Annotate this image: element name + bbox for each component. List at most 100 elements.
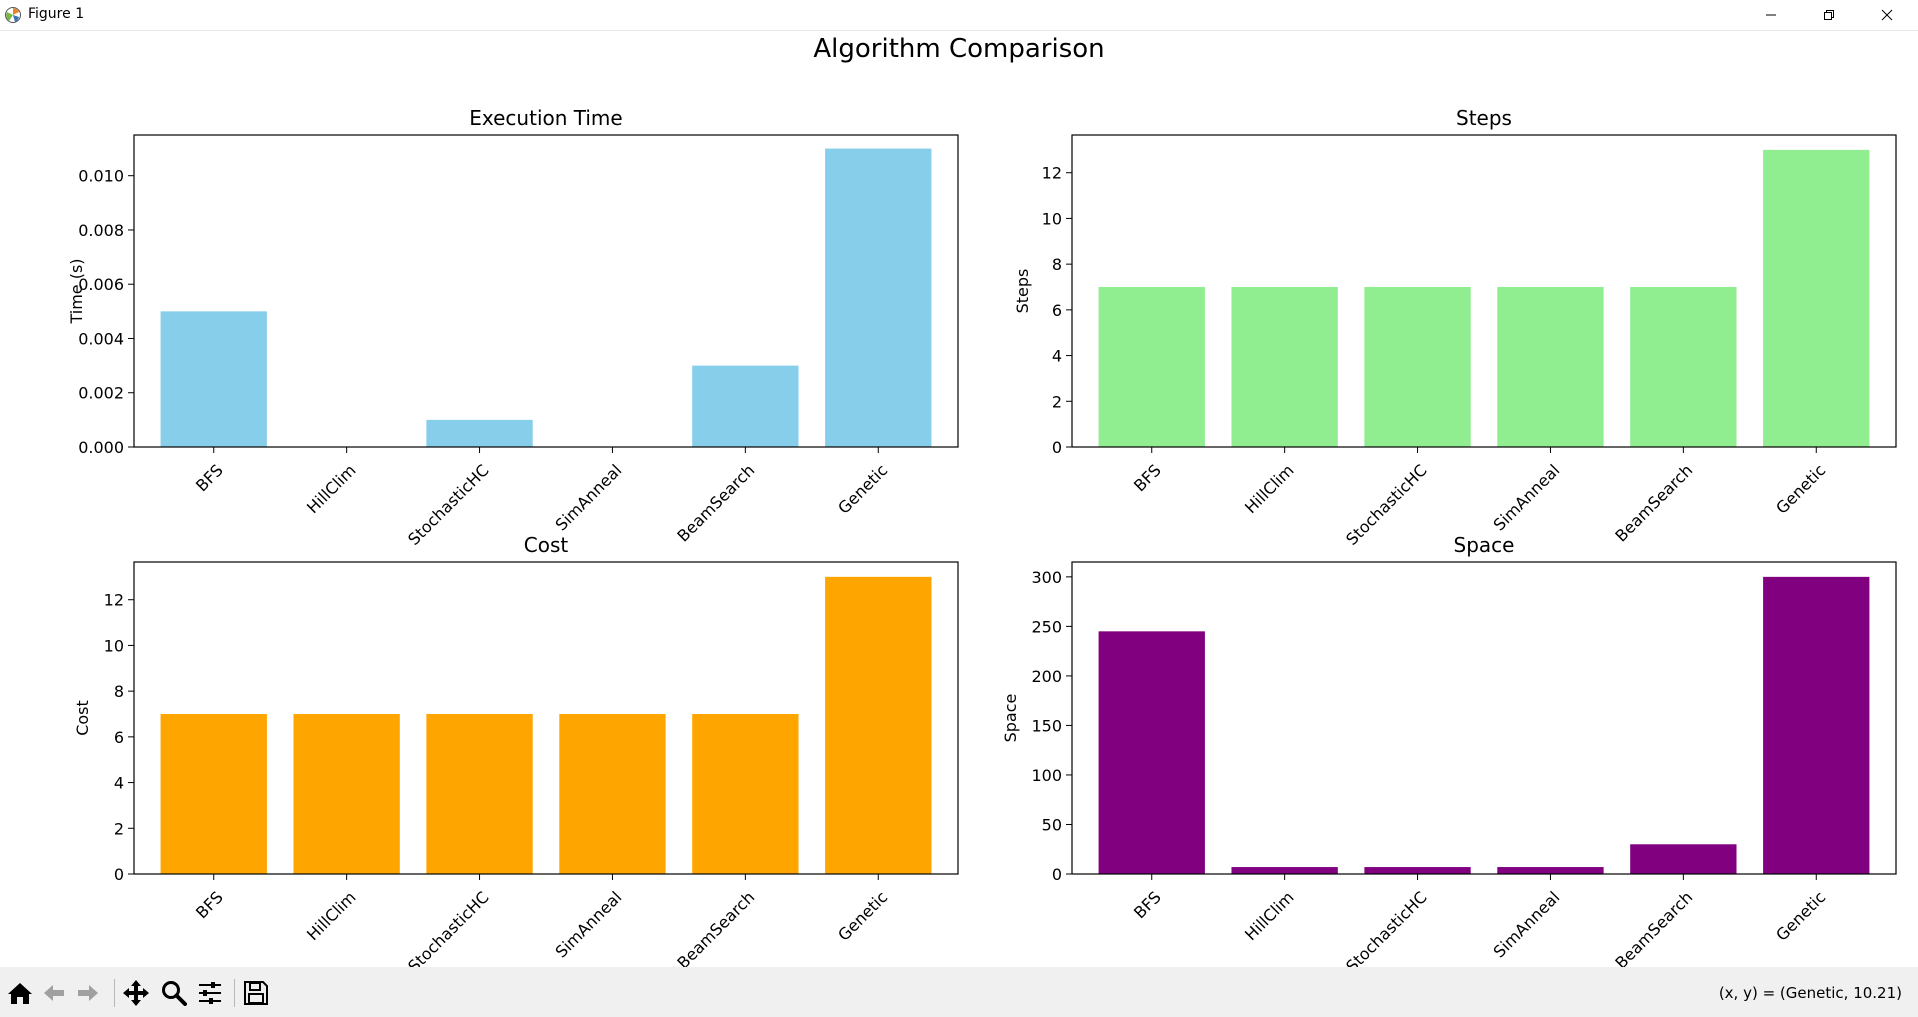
x-tick-label: Genetic: [1772, 888, 1829, 945]
x-tick-label: HillClim: [303, 461, 360, 518]
pan-icon: [123, 980, 149, 1006]
y-tick-label: 250: [1031, 617, 1062, 636]
bar-genetic: [1763, 149, 1870, 447]
y-tick-label: 300: [1031, 568, 1062, 587]
bar-simanneal: [1497, 287, 1604, 447]
x-tick-label: HillClim: [1241, 461, 1298, 518]
configure-subplots-icon: [199, 982, 221, 1004]
pan-button[interactable]: [122, 979, 150, 1007]
window-titlebar: Figure 1: [0, 0, 1918, 31]
x-tick-label: BFS: [1130, 888, 1165, 923]
bar-bfs: [1098, 287, 1205, 447]
bar-bfs: [1098, 631, 1205, 874]
y-tick-label: 10: [1042, 209, 1062, 228]
bar-simanneal: [1497, 867, 1604, 874]
y-tick-label: 0: [1052, 438, 1062, 457]
bar-genetic: [1763, 576, 1870, 874]
y-tick-label: 0.006: [78, 275, 124, 294]
restore-icon: [1824, 10, 1834, 20]
save-icon: [244, 981, 268, 1005]
bar-simanneal: [559, 714, 666, 874]
x-tick-label: BFS: [192, 888, 227, 923]
x-tick-label: SimAnneal: [1490, 888, 1564, 962]
subplot-title: Execution Time: [469, 106, 622, 130]
y-tick-label: 150: [1031, 716, 1062, 735]
restore-button[interactable]: [1800, 0, 1858, 30]
bar-hillclim: [1231, 287, 1338, 447]
bar-bfs: [160, 311, 267, 447]
bar-hillclim: [293, 714, 400, 874]
bar-beamsearch: [1630, 844, 1737, 874]
bar-bfs: [160, 714, 267, 874]
subplot-3: 0 50 100 150 200 250 300 BFS HillClim StochasticH…: [1001, 533, 1897, 967]
y-tick-label: 0.008: [78, 221, 124, 240]
y-tick-label: 4: [1052, 347, 1062, 366]
x-tick-label: SimAnneal: [552, 888, 626, 962]
x-tick-label: SimAnneal: [552, 461, 626, 535]
y-axis-label: Space: [1001, 694, 1020, 743]
forward-button[interactable]: [74, 979, 102, 1007]
axes-frame: [1071, 561, 1897, 875]
minimize-icon: [1766, 14, 1776, 16]
x-tick-label: StochasticHC: [1342, 461, 1430, 549]
y-tick-label: 6: [114, 728, 124, 747]
subplot-2: 0 2 4 6 8 10 12 BFS HillClim StochasticHC SimAnnea…: [73, 533, 959, 967]
navigation-toolbar: (x, y) = (Genetic, 10.21): [0, 967, 1918, 1017]
y-tick-label: 10: [104, 636, 124, 655]
bar-beamsearch: [692, 365, 799, 447]
close-icon: [1881, 9, 1893, 21]
bar-genetic: [825, 576, 932, 874]
figure-canvas[interactable]: Algorithm Comparison 0.0000.0020.0040.00…: [0, 31, 1918, 967]
figure-suptitle: Algorithm Comparison: [813, 34, 1104, 64]
configure-subplots-button[interactable]: [196, 979, 224, 1007]
x-tick-label: BeamSearch: [1611, 461, 1696, 546]
toolbar-separator: [234, 979, 235, 1007]
y-tick-label: 2: [114, 819, 124, 838]
window-title: Figure 1: [28, 6, 85, 22]
home-button[interactable]: [6, 979, 34, 1007]
y-tick-label: 100: [1031, 766, 1062, 785]
y-axis-label: Cost: [73, 700, 92, 736]
y-tick-label: 8: [114, 682, 124, 701]
y-tick-label: 6: [1052, 301, 1062, 320]
y-tick-label: 4: [114, 774, 124, 793]
forward-arrow-icon: [78, 985, 98, 1001]
x-tick-label: StochasticHC: [1342, 888, 1430, 967]
minimize-button[interactable]: [1742, 0, 1800, 30]
y-axis-label: Steps: [1013, 269, 1032, 314]
subplot-1: 0 2 4 6 8 10 12 BFS HillClim StochasticHC SimAnnea…: [1013, 106, 1897, 549]
y-tick-label: 50: [1042, 815, 1062, 834]
toolbar-separator: [114, 979, 115, 1007]
bar-hillclim: [1231, 867, 1338, 874]
x-tick-label: BeamSearch: [673, 461, 758, 546]
save-button[interactable]: [242, 979, 270, 1007]
axes-frame: [133, 134, 959, 448]
zoom-icon: [162, 981, 187, 1006]
bar-stochastichc: [426, 419, 533, 447]
subplot-title: Space: [1454, 533, 1515, 557]
x-tick-label: BFS: [192, 461, 227, 496]
bar-stochastichc: [426, 714, 533, 874]
zoom-button[interactable]: [160, 979, 188, 1007]
y-tick-label: 0: [114, 865, 124, 884]
bar-beamsearch: [1630, 287, 1737, 447]
bar-stochastichc: [1364, 287, 1471, 447]
y-tick-label: 0: [1052, 865, 1062, 884]
subplot-title: Steps: [1456, 106, 1512, 130]
y-tick-label: 12: [104, 591, 124, 610]
x-tick-label: Genetic: [834, 888, 891, 945]
y-axis-label: Time (s): [67, 258, 86, 324]
back-arrow-icon: [44, 985, 64, 1001]
y-tick-label: 8: [1052, 255, 1062, 274]
bar-beamsearch: [692, 714, 799, 874]
matplotlib-app-icon: [5, 7, 21, 23]
axes-frame: [1071, 134, 1897, 448]
close-button[interactable]: [1858, 0, 1916, 30]
home-icon: [8, 983, 32, 1004]
bar-stochastichc: [1364, 867, 1471, 874]
y-tick-label: 0.010: [78, 167, 124, 186]
axes-frame: [133, 561, 959, 875]
back-button[interactable]: [40, 979, 68, 1007]
x-tick-label: HillClim: [1241, 888, 1298, 945]
y-tick-label: 200: [1031, 667, 1062, 686]
